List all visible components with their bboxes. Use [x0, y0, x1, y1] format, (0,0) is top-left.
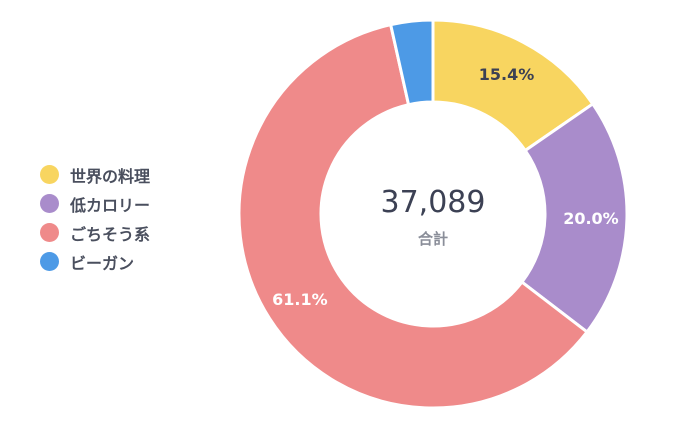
legend-swatch	[40, 252, 59, 271]
legend: 世界の料理低カロリーごちそう系ビーガン	[40, 160, 150, 276]
donut-slices	[237, 18, 629, 410]
legend-label: 世界の料理	[70, 166, 151, 186]
total-value: 37,089	[381, 185, 486, 220]
slice-2	[520, 102, 629, 334]
slice-3	[237, 23, 589, 410]
slice-4	[389, 18, 435, 107]
legend-item: 世界の料理	[40, 160, 150, 189]
total-label: 合計	[417, 230, 448, 248]
slice-label-1: 15.4%	[479, 65, 535, 84]
legend-item: ごちそう系	[40, 218, 150, 247]
legend-label: ビーガン	[70, 253, 135, 273]
legend-item: 低カロリー	[40, 189, 150, 218]
slice-labels: 15.4% 20.0% 61.1%	[272, 65, 619, 309]
legend-swatch	[40, 223, 59, 242]
legend-label: 低カロリー	[70, 195, 151, 215]
slice-label-2: 20.0%	[563, 209, 619, 228]
legend-swatch	[40, 165, 59, 184]
legend-label: ごちそう系	[70, 224, 151, 244]
legend-item: ビーガン	[40, 247, 150, 276]
legend-swatch	[40, 194, 59, 213]
slice-label-3: 61.1%	[272, 290, 328, 309]
